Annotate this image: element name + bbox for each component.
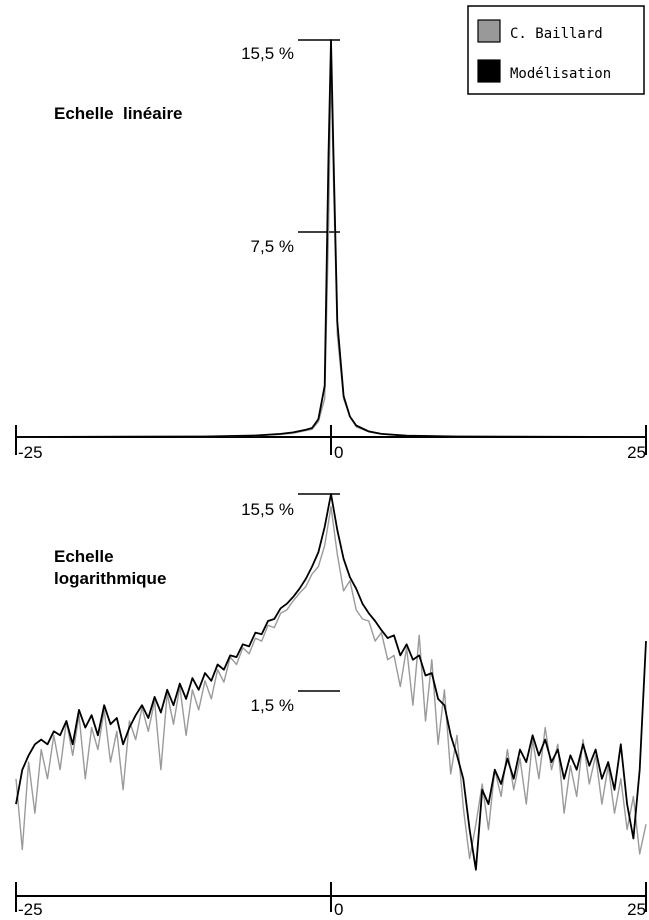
linear-chart: Echelle linéaire 15,5 % 7,5 % -25 0 25 <box>15 39 647 462</box>
chart-title-linear: Echelle linéaire <box>54 104 183 123</box>
legend-label-baillard: C. Baillard <box>510 26 603 42</box>
chart-title-log-line1: Echelle <box>54 547 114 566</box>
x-tick-label-center: 0 <box>334 900 343 919</box>
y-tick-label-mid: 7,5 % <box>251 237 294 256</box>
legend-label-modelisation: Modélisation <box>510 66 611 82</box>
series-line-modelisation <box>15 39 647 438</box>
x-tick-label-right: 25 <box>627 900 646 919</box>
x-tick-label-right: 25 <box>627 443 646 462</box>
legend: C. Baillard Modélisation <box>467 5 645 95</box>
chart-title-log-line2: logarithmique <box>54 569 166 588</box>
legend-swatch-baillard <box>477 19 501 43</box>
x-tick-label-left: -25 <box>18 443 43 462</box>
x-tick-label-left: -25 <box>18 900 43 919</box>
chart-title-log: Echelle logarithmique <box>54 547 166 588</box>
series-line-baillard <box>15 506 647 860</box>
legend-swatch-modelisation <box>477 59 501 83</box>
y-tick-label-top: 15,5 % <box>241 44 294 63</box>
y-tick-label-top: 15,5 % <box>241 500 294 519</box>
series-line-modelisation <box>15 493 647 871</box>
x-tick-label-center: 0 <box>334 443 343 462</box>
y-tick-label-mid: 1,5 % <box>251 696 294 715</box>
log-chart: Echelle logarithmique 15,5 % 1,5 % -25 0… <box>15 493 647 919</box>
